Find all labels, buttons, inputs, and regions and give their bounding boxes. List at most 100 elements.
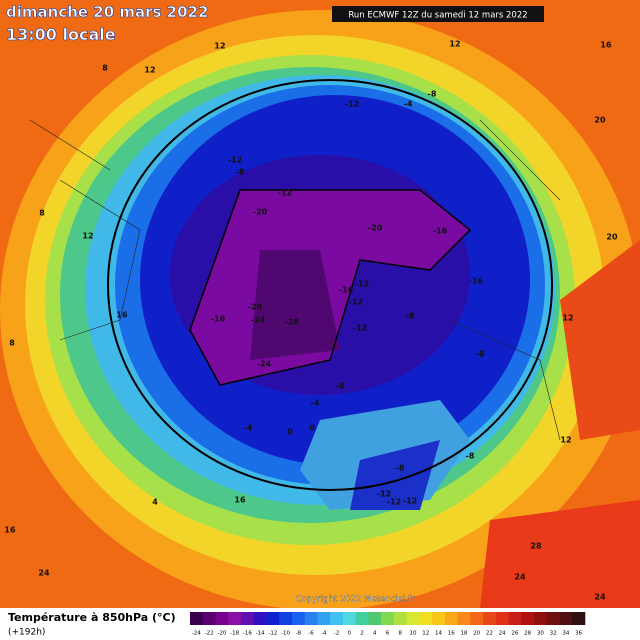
colorbar-label: 0 xyxy=(348,631,352,637)
colorbar-label: 26 xyxy=(511,631,518,637)
contour-label: 4 xyxy=(152,498,158,507)
contour-label: 12 xyxy=(82,232,93,241)
contour-label: 24 xyxy=(514,573,526,582)
color-swatch xyxy=(559,612,573,625)
contour-label: 0 xyxy=(287,428,293,437)
contour-label: 16 xyxy=(600,41,612,50)
map xyxy=(0,0,640,610)
contour-label: -12 xyxy=(345,100,359,109)
contour-label: 12 xyxy=(562,314,573,323)
colorbar-label: 4 xyxy=(373,631,377,637)
colorbar-label: 22 xyxy=(486,631,493,637)
colorbar-label: -14 xyxy=(256,631,265,637)
lead-time: (+192h) xyxy=(8,628,45,638)
colorbar-label: -4 xyxy=(321,631,327,637)
color-swatch xyxy=(355,612,369,625)
contour-label: 24 xyxy=(594,593,606,602)
contour-label: -12 xyxy=(228,156,242,165)
contour-label: -8 xyxy=(236,168,245,177)
colorbar-label: -10 xyxy=(281,631,290,637)
color-swatch xyxy=(215,612,229,625)
contour-label: 28 xyxy=(530,542,542,551)
color-swatch xyxy=(342,612,356,625)
color-swatch xyxy=(483,612,497,625)
colorbar-label: 30 xyxy=(537,631,544,637)
contour-label: 12 xyxy=(560,436,571,445)
color-swatch xyxy=(240,612,255,625)
colorbar-label: 28 xyxy=(524,631,531,637)
colorbar-label: -2 xyxy=(334,631,339,637)
color-swatch xyxy=(381,612,395,625)
color-swatch xyxy=(457,612,471,625)
contour-label: -4 xyxy=(311,399,320,408)
colorbar-label: -12 xyxy=(268,631,277,637)
contour-label: 16 xyxy=(116,311,128,320)
contour-label: -20 xyxy=(248,303,263,312)
colorbar-label: 34 xyxy=(562,631,569,637)
contour-label: -16 xyxy=(433,227,448,236)
color-swatch xyxy=(406,612,420,625)
contour-label: 8 xyxy=(39,209,45,218)
colorbar-label: -16 xyxy=(243,631,252,637)
copyright: Copyright 2022 Meteociel.fr xyxy=(296,595,415,605)
contour-label: 8 xyxy=(9,339,15,348)
contour-label: -4 xyxy=(404,100,413,109)
contour-label: 20 xyxy=(606,233,618,242)
contour-label: 16 xyxy=(234,496,246,505)
contour-label: -8 xyxy=(476,350,485,359)
color-swatch xyxy=(470,612,484,625)
contour-label: -16 xyxy=(469,277,484,286)
color-swatch xyxy=(330,612,344,625)
color-swatch xyxy=(508,612,522,625)
contour-label: -16 xyxy=(211,315,226,324)
color-swatch xyxy=(495,612,509,625)
color-swatch xyxy=(279,612,293,625)
color-swatch xyxy=(304,612,318,625)
contour-label: -8 xyxy=(396,464,405,473)
contour-label: -12 xyxy=(278,189,292,198)
color-swatch xyxy=(432,612,446,625)
contour-label: -20 xyxy=(253,208,268,217)
color-swatch xyxy=(253,612,267,625)
contour-label: -8 xyxy=(406,312,415,321)
colorbar-label: 8 xyxy=(398,631,402,637)
color-swatch xyxy=(419,612,433,625)
color-swatch xyxy=(521,612,535,625)
contour-label: -8 xyxy=(428,90,437,99)
color-swatch xyxy=(393,612,407,625)
contour-label: 12 xyxy=(214,42,225,51)
contour-label: 24 xyxy=(38,569,50,578)
contour-label: -12 xyxy=(355,280,369,289)
color-swatch xyxy=(546,612,560,625)
colorbar-label: 24 xyxy=(499,631,506,637)
colorbar-label: -8 xyxy=(296,631,302,637)
color-swatch xyxy=(534,612,548,625)
contour-label: -16 xyxy=(339,286,354,295)
colorbar-label: 12 xyxy=(422,631,429,637)
contour-label: -24 xyxy=(257,360,272,369)
contour-label: 0 xyxy=(309,424,315,433)
contour-label: -12 xyxy=(387,498,401,507)
color-swatch xyxy=(291,612,305,625)
color-swatch xyxy=(317,612,331,625)
colorbar-label: 2 xyxy=(360,631,364,637)
colorbar-label: -22 xyxy=(205,631,214,637)
contour-label: 8 xyxy=(102,64,108,73)
colorbar-label: -20 xyxy=(217,631,226,637)
color-swatch xyxy=(444,612,458,625)
run-box xyxy=(332,6,544,22)
contour-label: -12 xyxy=(377,490,391,499)
colorbar-label: -24 xyxy=(192,631,201,637)
color-swatch xyxy=(202,612,216,625)
contour-label: 20 xyxy=(594,116,606,125)
colorbar-label: 10 xyxy=(409,631,416,637)
colorbar-label: 16 xyxy=(448,631,455,637)
contour-label: -12 xyxy=(349,298,363,307)
colorbar-label: 20 xyxy=(473,631,480,637)
contour-label: -28 xyxy=(285,318,300,327)
contour-label: -24 xyxy=(251,316,266,325)
color-swatch xyxy=(368,612,382,625)
colorbar-label: -18 xyxy=(230,631,239,637)
contour-label: -20 xyxy=(368,224,383,233)
